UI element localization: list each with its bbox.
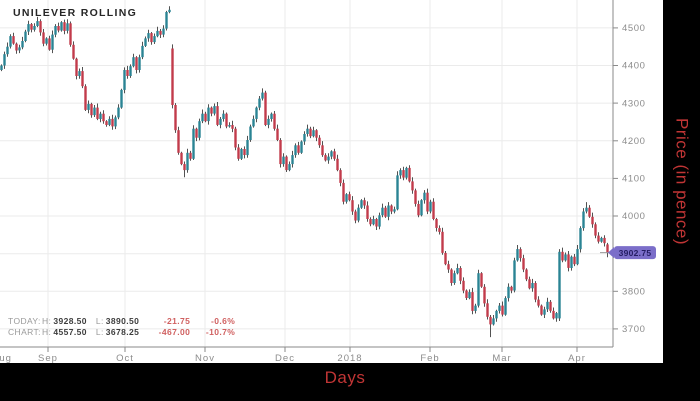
today-change-pct: -0.6% <box>211 316 236 326</box>
right-margin: Price (in pence) <box>663 0 700 363</box>
today-low-value: 3890.50 <box>105 316 140 326</box>
candlestick-chart[interactable]: 4500 4400 4300 4200 4100 4000 3800 3700 Aug Sep Oc… <box>0 0 663 363</box>
svg-text:2018: 2018 <box>337 353 362 363</box>
chart-high-value: 4557.50 <box>53 326 87 337</box>
svg-text:Aug: Aug <box>0 353 12 363</box>
today-high-value: 3928.50 <box>53 316 87 326</box>
x-axis-title: Days <box>324 368 366 387</box>
today-low-key: L: <box>95 316 104 326</box>
svg-text:4500: 4500 <box>622 23 646 34</box>
stats-panel: TODAY: H: 3928.50 L: 3890.50 -21.75 -0.6… <box>8 316 235 337</box>
svg-text:4400: 4400 <box>622 61 646 72</box>
stats-row-today: TODAY: H: 3928.50 L: 3890.50 -21.75 -0.6… <box>8 316 235 327</box>
chart-low-key: L: <box>95 326 104 337</box>
chart-change: -467.00 <box>158 326 191 337</box>
svg-text:Mar: Mar <box>492 353 511 363</box>
svg-text:Dec: Dec <box>275 353 295 363</box>
svg-text:4100: 4100 <box>622 174 646 185</box>
bottom-margin: Days <box>0 363 700 401</box>
chart-low-value: 3678.25 <box>105 326 140 337</box>
svg-text:4300: 4300 <box>622 98 646 109</box>
svg-text:Oct: Oct <box>116 353 134 363</box>
chart-label: CHART: <box>8 326 41 337</box>
svg-text:3700: 3700 <box>622 324 646 335</box>
svg-text:3902.75: 3902.75 <box>619 248 652 258</box>
chart-change-pct: -10.7% <box>205 326 236 337</box>
stats-row-chart: CHART: H: 4557.50 L: 3678.25 -467.00 -10… <box>8 327 235 338</box>
svg-text:4000: 4000 <box>622 211 646 222</box>
svg-text:Feb: Feb <box>420 353 439 363</box>
svg-text:Nov: Nov <box>195 353 215 363</box>
today-high-key: H: <box>42 316 52 326</box>
svg-text:4200: 4200 <box>622 136 646 147</box>
y-axis-title: Price (in pence) <box>672 117 692 246</box>
plot-area: 4500 4400 4300 4200 4100 4000 3800 3700 Aug Sep Oc… <box>0 0 663 363</box>
chart-title: UNILEVER ROLLING <box>13 7 138 19</box>
svg-text:Sep: Sep <box>38 353 58 363</box>
chart-high-key: H: <box>42 326 52 337</box>
svg-text:3800: 3800 <box>622 287 646 298</box>
today-change: -21.75 <box>163 316 191 326</box>
today-label: TODAY: <box>8 316 41 326</box>
svg-text:Apr: Apr <box>568 353 586 363</box>
